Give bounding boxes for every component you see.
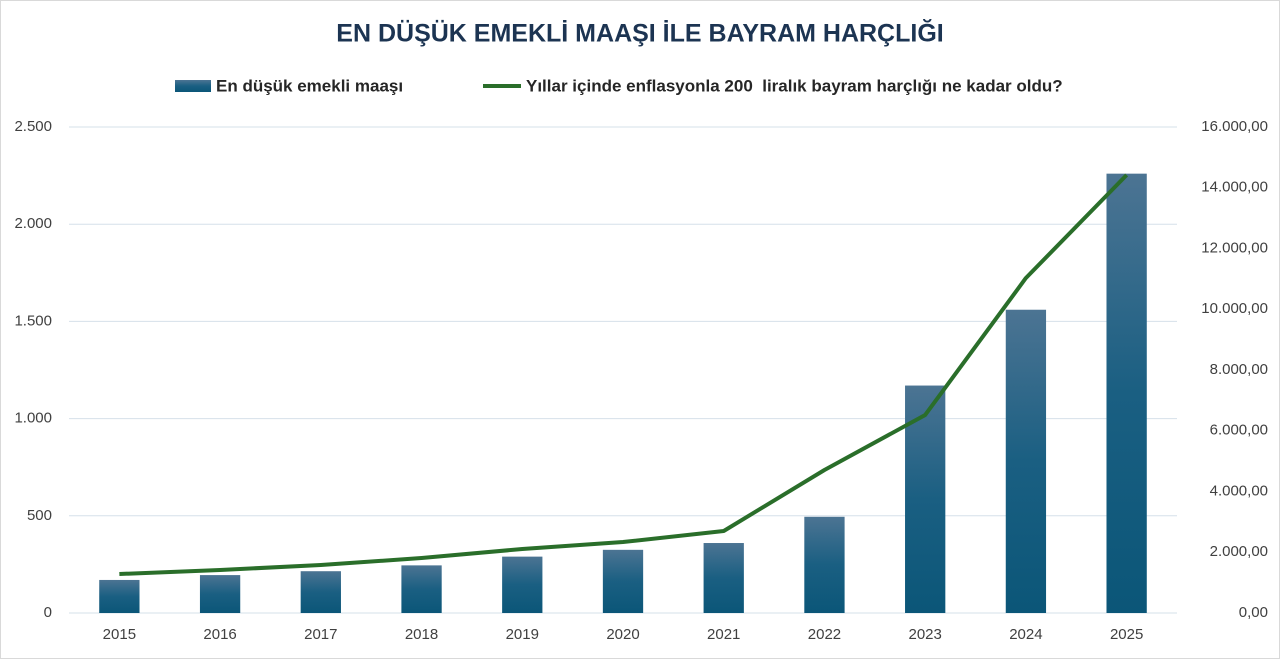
bar [905, 385, 946, 613]
x-tick-label: 2023 [908, 626, 941, 643]
x-tick-label: 2022 [808, 626, 841, 643]
x-tick-label: 2018 [405, 626, 438, 643]
bar [199, 575, 241, 613]
bar [804, 516, 845, 613]
bar [300, 571, 341, 613]
bar [401, 565, 442, 613]
x-tick-label: 2025 [1110, 626, 1143, 643]
legend-label: Yıllar içinde enflasyonla 200 liralık ba… [526, 76, 1063, 95]
y2-tick-label: 10.000,00 [1201, 300, 1268, 317]
bar [502, 556, 543, 613]
y2-tick-label: 14.000,00 [1201, 179, 1268, 196]
y2-tick-label: 4.000,00 [1210, 482, 1268, 499]
bar [703, 543, 744, 613]
y-tick-label: 1.000 [14, 410, 52, 427]
x-tick-label: 2021 [707, 626, 740, 643]
y-tick-label: 2.000 [14, 215, 52, 232]
bar [1005, 309, 1047, 613]
chart-title: EN DÜŞÜK EMEKLİ MAAŞI İLE BAYRAM HARÇLIĞ… [336, 19, 943, 48]
y-tick-label: 2.500 [14, 118, 52, 135]
y2-tick-label: 8.000,00 [1210, 361, 1268, 378]
legend-label: En düşük emekli maaşı [216, 76, 403, 95]
y2-tick-label: 0,00 [1239, 604, 1268, 621]
y-tick-label: 1.500 [14, 312, 52, 329]
y2-tick-label: 16.000,00 [1201, 118, 1268, 135]
legend-swatch [175, 80, 211, 92]
x-tick-label: 2020 [606, 626, 639, 643]
x-tick-label: 2024 [1009, 626, 1042, 643]
bar [602, 549, 644, 613]
y2-tick-label: 2.000,00 [1210, 543, 1268, 560]
y-tick-label: 500 [27, 507, 52, 524]
y2-tick-label: 6.000,00 [1210, 422, 1268, 439]
x-tick-label: 2017 [304, 626, 337, 643]
y2-tick-label: 12.000,00 [1201, 239, 1268, 256]
x-tick-label: 2015 [103, 626, 136, 643]
bar [99, 579, 140, 613]
bar [1106, 173, 1147, 613]
x-tick-label: 2019 [506, 626, 539, 643]
y-tick-label: 0 [44, 604, 52, 621]
line [119, 173, 1129, 576]
x-tick-label: 2016 [203, 626, 236, 643]
